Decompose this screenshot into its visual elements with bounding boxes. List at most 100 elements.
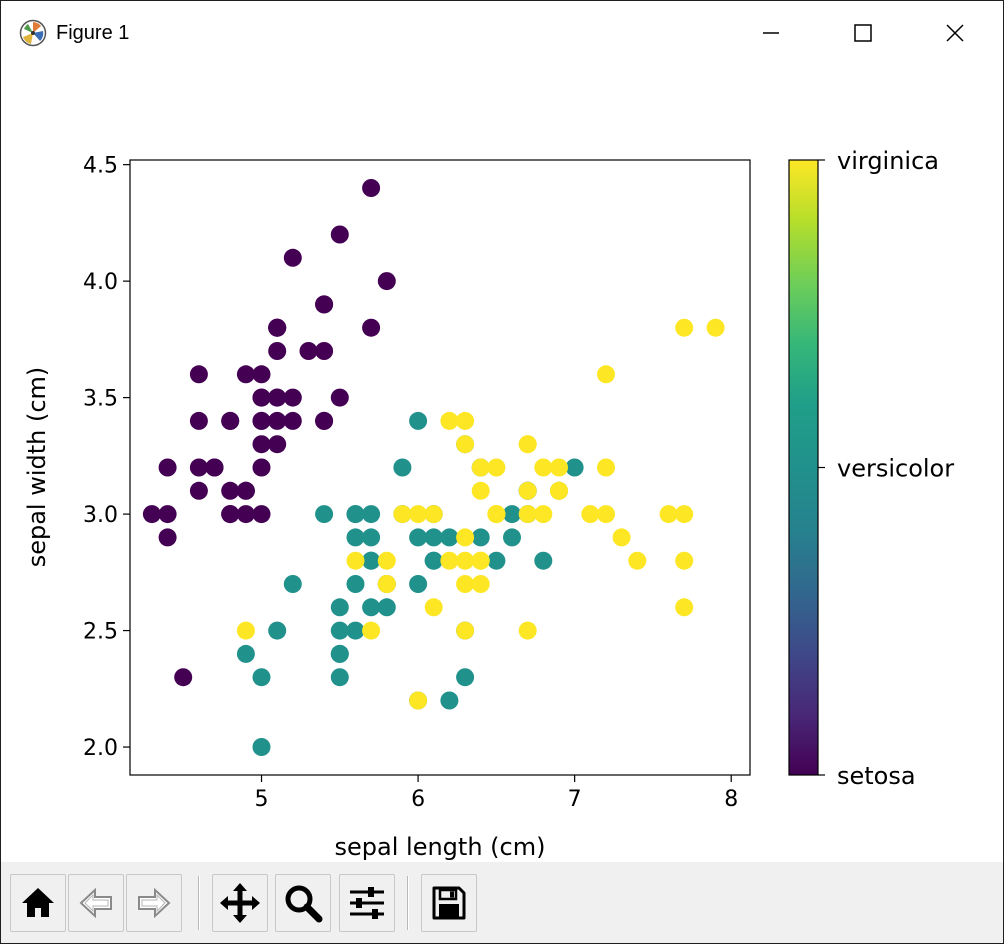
data-point-virginica [597,505,615,524]
data-point-setosa [174,668,193,687]
data-point-setosa [221,505,240,524]
data-point-versicolor [252,738,271,756]
data-point-virginica [675,551,694,570]
data-point-virginica [456,528,475,547]
data-point-virginica [675,598,694,617]
data-point-virginica [236,621,255,640]
data-point-virginica [393,505,412,524]
arrow-right-icon [138,887,171,919]
save-button[interactable] [421,874,477,932]
data-point-virginica [581,505,600,524]
x-tick-label: 8 [724,787,738,812]
axes: 5 6 7 8 2.0 2.5 3.0 3.5 4.0 4.5 [83,154,738,812]
data-point-virginica [487,458,506,477]
data-point-setosa [252,435,271,454]
data-point-versicolor [424,528,443,547]
data-point-virginica [612,528,631,547]
navigation-toolbar [1,862,1003,943]
data-point-setosa [205,458,224,477]
data-point-setosa [236,505,255,524]
data-point-versicolor [409,575,428,593]
data-point-setosa [252,365,271,384]
data-point-versicolor [362,551,381,570]
data-point-virginica [471,551,490,570]
data-point-virginica [471,575,490,593]
data-point-setosa [330,225,349,244]
data-point-setosa [189,411,208,430]
data-point-versicolor [456,668,475,687]
pan-button[interactable] [212,874,268,932]
data-point-virginica [550,458,568,477]
data-point-virginica [362,621,381,640]
toolbar-separator [407,876,409,930]
axes-frame [129,159,751,776]
data-point-versicolor [283,575,302,593]
minimize-button[interactable] [725,1,817,65]
figure-canvas[interactable]: 5 6 7 8 2.0 2.5 3.0 3.5 4.0 4.5 sepal length (cm)… [1,65,1003,862]
data-point-virginica [424,598,443,617]
x-tick-label: 5 [255,787,269,812]
y-tick-label: 3.0 [83,503,118,528]
close-icon [946,24,964,42]
data-point-versicolor [315,505,334,524]
data-point-setosa [236,481,255,500]
data-point-virginica [424,505,443,524]
x-tick-label: 6 [411,787,425,812]
data-point-virginica [471,481,490,500]
data-point-versicolor [346,505,365,524]
data-point-versicolor [236,644,255,663]
data-point-virginica [409,505,428,524]
colorbar-tick-label: virginica [837,147,939,175]
data-point-setosa [252,458,271,477]
data-point-virginica [471,458,490,477]
maximize-button[interactable] [817,1,909,65]
data-point-setosa [377,272,396,291]
data-point-virginica [456,575,475,593]
forward-button[interactable] [126,874,182,932]
home-button[interactable] [10,874,66,932]
title-bar[interactable]: Figure 1 [1,1,1003,65]
y-axis-label: sepal width (cm) [23,367,51,568]
data-point-virginica [706,318,725,337]
window-title: Figure 1 [56,22,130,44]
data-point-versicolor [346,528,365,547]
data-point-versicolor [440,528,459,547]
data-point-versicolor [409,411,428,430]
sliders-icon [350,887,384,919]
floppy-disk-icon [432,886,466,920]
colorbar-tick-label: versicolor [837,455,954,483]
data-point-versicolor [503,505,521,524]
data-point-virginica [518,435,537,454]
scatter-chart[interactable]: 5 6 7 8 2.0 2.5 3.0 3.5 4.0 4.5 sepal length (cm)… [1,65,1003,862]
data-point-virginica [518,481,537,500]
data-point-versicolor [440,691,459,710]
data-point-versicolor [330,598,349,617]
colorbar-tick-label: setosa [837,762,916,790]
home-icon [22,888,54,917]
data-point-virginica [518,505,537,524]
data-point-setosa [158,505,177,524]
data-point-setosa [362,179,381,197]
data-point-virginica [456,551,475,570]
data-points [142,179,725,756]
data-point-setosa [252,388,271,407]
data-point-virginica [518,621,537,640]
move-icon [220,883,260,923]
data-point-virginica [456,621,475,640]
minimize-icon [763,32,779,34]
x-axis-label: sepal length (cm) [335,833,546,861]
data-point-setosa [252,411,271,430]
configure-subplots-button[interactable] [339,874,395,932]
close-button[interactable] [909,1,1001,65]
data-point-virginica [628,551,647,570]
data-point-setosa [268,411,287,430]
data-point-virginica [377,575,396,593]
data-point-versicolor [377,598,396,617]
data-point-versicolor [346,575,365,593]
data-point-setosa [189,365,208,384]
y-tick-label: 3.5 [83,387,118,412]
zoom-button[interactable] [275,874,331,932]
matplotlib-logo-icon [19,19,47,47]
back-button[interactable] [68,874,124,932]
data-point-setosa [283,248,302,267]
